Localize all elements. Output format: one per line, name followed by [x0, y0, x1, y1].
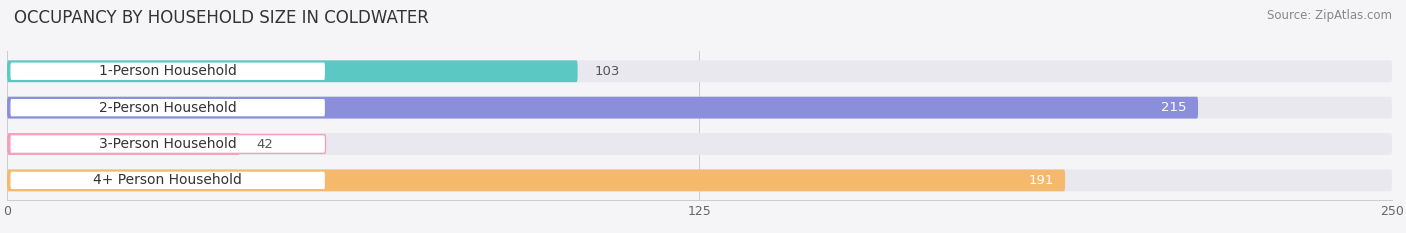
FancyBboxPatch shape	[7, 97, 1198, 119]
FancyBboxPatch shape	[7, 169, 1392, 191]
FancyBboxPatch shape	[10, 98, 326, 117]
FancyBboxPatch shape	[7, 133, 1392, 155]
FancyBboxPatch shape	[7, 60, 578, 82]
Text: OCCUPANCY BY HOUSEHOLD SIZE IN COLDWATER: OCCUPANCY BY HOUSEHOLD SIZE IN COLDWATER	[14, 9, 429, 27]
Text: 42: 42	[256, 137, 273, 151]
FancyBboxPatch shape	[7, 133, 239, 155]
Text: 1-Person Household: 1-Person Household	[98, 64, 236, 78]
Text: 2-Person Household: 2-Person Household	[98, 101, 236, 115]
FancyBboxPatch shape	[10, 171, 326, 190]
Text: 4+ Person Household: 4+ Person Household	[93, 173, 242, 187]
Text: Source: ZipAtlas.com: Source: ZipAtlas.com	[1267, 9, 1392, 22]
Text: 215: 215	[1161, 101, 1187, 114]
FancyBboxPatch shape	[7, 97, 1392, 119]
Text: 3-Person Household: 3-Person Household	[98, 137, 236, 151]
Text: 103: 103	[595, 65, 620, 78]
FancyBboxPatch shape	[7, 60, 1392, 82]
FancyBboxPatch shape	[7, 169, 1066, 191]
FancyBboxPatch shape	[10, 62, 326, 81]
Text: 191: 191	[1029, 174, 1054, 187]
FancyBboxPatch shape	[10, 135, 326, 153]
